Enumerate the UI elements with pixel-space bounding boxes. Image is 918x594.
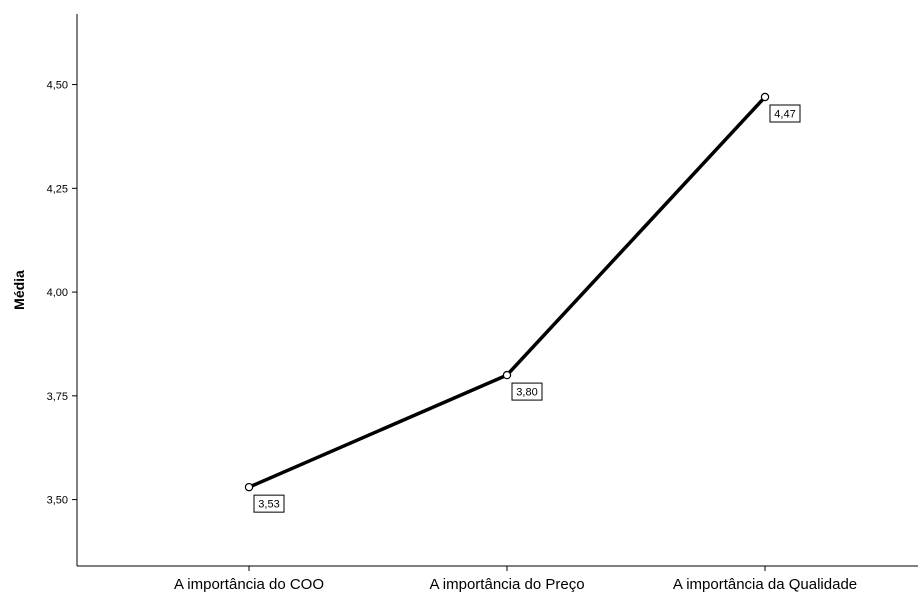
data-point [760,92,770,102]
data-point [502,370,512,380]
x-tick-label: A importância do Preço [429,576,584,593]
data-label: 3,80 [516,387,537,399]
data-point [244,482,254,492]
data-label-box [253,494,285,513]
x-tick-label: A importância da Qualidade [673,576,857,593]
chart-axes [76,14,918,567]
x-tick-label: A importância do COO [174,576,324,593]
y-tick-label: 3,75 [47,391,68,403]
y-tick-label: 4,25 [47,183,68,195]
y-tick-label: 4,50 [47,80,68,92]
series-line [248,95,767,489]
y-axis-ticks: 3,50 3,75 4,00 4,25 4,50 [47,80,77,507]
y-axis-title: Média [11,270,27,310]
data-label-box [511,382,543,401]
y-tick-label: 4,00 [47,287,68,299]
data-label-box [769,104,801,123]
data-label: 4,47 [774,109,795,121]
data-label: 3,53 [258,499,279,511]
x-axis-ticks: A importância do COO A importância do Pre… [174,566,857,593]
y-tick-label: 3,50 [47,495,68,507]
series-media: 3,53 3,80 4,47 [244,92,801,513]
